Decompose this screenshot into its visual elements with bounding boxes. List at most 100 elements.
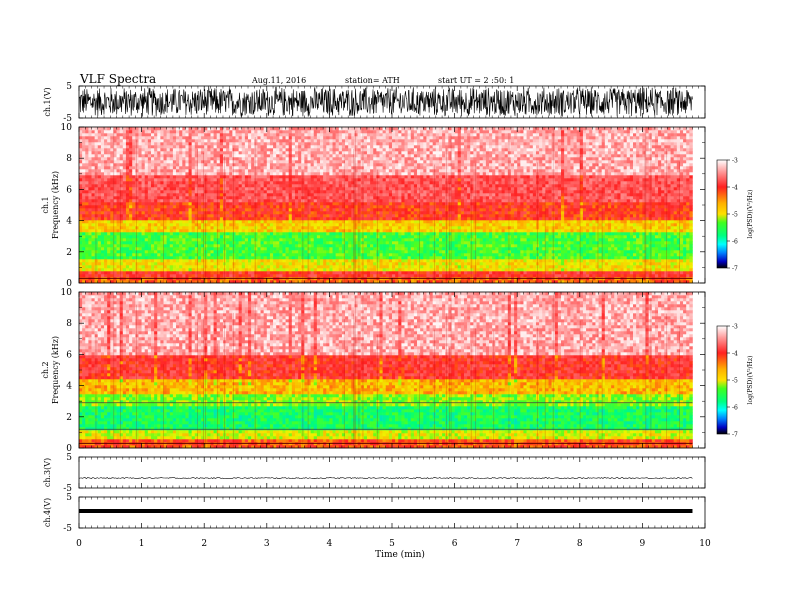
spectrogram-cell — [244, 199, 249, 203]
spectrogram-cell — [163, 208, 167, 212]
spectrogram-cell — [298, 256, 302, 260]
spectrogram-cell — [191, 136, 196, 140]
spectrogram-cell — [338, 202, 343, 206]
spectrogram-cell — [335, 247, 340, 251]
spectrogram-cell — [116, 148, 120, 152]
spectrogram-cell — [172, 151, 177, 155]
spectrogram-cell — [226, 235, 230, 239]
spectrogram-cell — [244, 127, 249, 131]
spectrogram-cell — [210, 238, 214, 242]
spectrogram-cell — [238, 208, 243, 212]
spectrogram-cell — [301, 208, 305, 212]
spectrogram-cell — [185, 139, 189, 143]
spectrogram-cell — [304, 196, 308, 200]
spectrogram-cell — [138, 247, 142, 251]
spectrogram-cell — [260, 265, 264, 269]
spectrogram-cell — [301, 238, 305, 242]
spectrogram-cell — [88, 130, 92, 134]
spectrogram-cell — [191, 250, 196, 254]
spectrogram-cell — [304, 136, 308, 140]
spectrogram-cell — [132, 226, 136, 230]
spectrogram-cell — [341, 259, 346, 263]
spectrogram-cell — [166, 241, 171, 245]
spectrogram-cell — [323, 145, 327, 149]
spectrogram-cell — [85, 145, 89, 149]
spectrogram-cell — [110, 274, 114, 278]
spectrogram-cell — [351, 244, 355, 248]
spectrogram-cell — [269, 241, 274, 245]
spectrogram-cell — [91, 223, 95, 227]
spectrogram-cell — [273, 211, 277, 215]
spectrogram-cell — [113, 244, 117, 248]
spectrogram-cell — [248, 274, 252, 278]
spectrogram-cell — [257, 199, 261, 203]
spectrogram-cell — [107, 259, 111, 263]
spectrogram-cell — [157, 217, 161, 221]
spectrogram-cell — [197, 154, 202, 158]
spectrogram-cell — [279, 259, 283, 263]
spectrogram-cell — [269, 253, 274, 257]
spectrogram-cell — [273, 160, 277, 164]
spectrogram-cell — [172, 169, 177, 173]
spectrogram-cell — [144, 259, 149, 263]
spectrogram-cell — [91, 226, 95, 230]
spectrogram-cell — [323, 148, 327, 152]
spectrogram-cell — [307, 280, 311, 284]
spectrogram-cell — [301, 253, 305, 257]
spectrogram-cell — [141, 127, 146, 131]
spectrogram-cell — [169, 184, 174, 188]
spectrogram-cell — [88, 241, 92, 245]
spectrogram-cell — [273, 178, 277, 182]
spectrogram-cell — [179, 190, 183, 194]
spectrogram-cell — [204, 250, 208, 254]
spectrogram-cell — [94, 241, 99, 245]
spectrogram-cell — [260, 127, 264, 131]
spectrogram-cell — [157, 274, 161, 278]
spectrogram-cell — [238, 211, 243, 215]
spectrogram-cell — [147, 160, 152, 164]
spectrogram-cell — [341, 172, 346, 176]
spectrogram-cell — [338, 214, 343, 218]
spectrogram-cell — [248, 250, 252, 254]
spectrogram-cell — [291, 187, 296, 191]
spectrogram-cell — [244, 229, 249, 233]
spectrogram-cell — [248, 199, 252, 203]
spectrogram-cell — [91, 250, 95, 254]
spectrogram-cell — [188, 184, 192, 188]
spectrogram-cell — [294, 265, 299, 269]
spectrogram-cell — [147, 196, 152, 200]
spectrogram-cell — [348, 160, 352, 164]
spectrogram-cell — [204, 181, 208, 185]
spectrogram-cell — [332, 187, 336, 191]
spectrogram-cell — [326, 232, 330, 236]
spectrogram-cell — [129, 190, 133, 194]
spectrogram-cell — [351, 175, 355, 179]
spectrogram-cell — [166, 271, 171, 275]
spectrogram-cell — [194, 265, 199, 269]
spectrogram-cell — [282, 235, 286, 239]
spectrogram-cell — [122, 148, 127, 152]
spectrogram-cell — [191, 187, 196, 191]
spectrogram-cell — [320, 208, 324, 212]
spectrogram-cell — [341, 262, 346, 266]
spectrogram-cell — [79, 169, 83, 173]
spectrogram-cell — [107, 193, 111, 197]
spectrogram-cell — [307, 169, 311, 173]
spectrogram-cell — [176, 148, 180, 152]
spectrogram-cell — [166, 268, 171, 272]
spectrogram-cell — [229, 136, 233, 140]
spectrogram-cell — [257, 151, 261, 155]
spectrogram-cell — [323, 262, 327, 266]
spectrogram-cell — [294, 166, 299, 170]
spectrogram-cell — [351, 187, 355, 191]
spectrogram-cell — [266, 127, 271, 131]
spectrogram-cell — [219, 127, 224, 131]
spectrogram-cell — [169, 205, 174, 209]
spectrogram-cell — [273, 157, 277, 161]
spectrogram-cell — [269, 187, 274, 191]
spectrogram-cell — [276, 223, 280, 227]
spectrogram-cell — [244, 160, 249, 164]
spectrogram-cell — [310, 181, 315, 185]
spectrogram-cell — [351, 181, 355, 185]
